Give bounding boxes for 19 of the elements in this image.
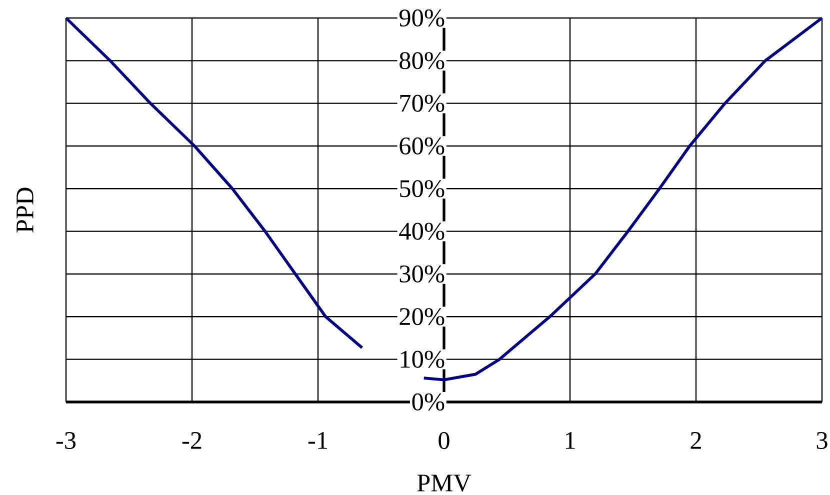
- y-tick-label: 70%: [400, 94, 444, 112]
- x-tick-label: -3: [56, 432, 76, 450]
- y-tick-label: 80%: [400, 52, 444, 70]
- y-tick-label: 90%: [399, 9, 444, 27]
- x-tick-label: 0: [438, 432, 450, 450]
- x-tick-label: -1: [308, 432, 328, 449]
- x-axis-title: PMV: [417, 474, 472, 492]
- x-tick-label: 2: [690, 432, 701, 449]
- y-tick-label: 20%: [400, 308, 444, 326]
- y-tick-label: 30%: [400, 265, 444, 283]
- x-tick-label: 3: [816, 432, 828, 450]
- y-tick-label: 0%: [412, 393, 444, 411]
- y-tick-label: 10%: [400, 350, 444, 368]
- y-axis-title: PPD: [16, 188, 34, 232]
- y-tick-label: 40%: [399, 222, 444, 240]
- y-tick-label: 50%: [400, 180, 444, 198]
- x-tick-label: -2: [182, 432, 202, 449]
- y-tick-label: 60%: [400, 137, 444, 155]
- x-tick-label: 1: [566, 432, 575, 449]
